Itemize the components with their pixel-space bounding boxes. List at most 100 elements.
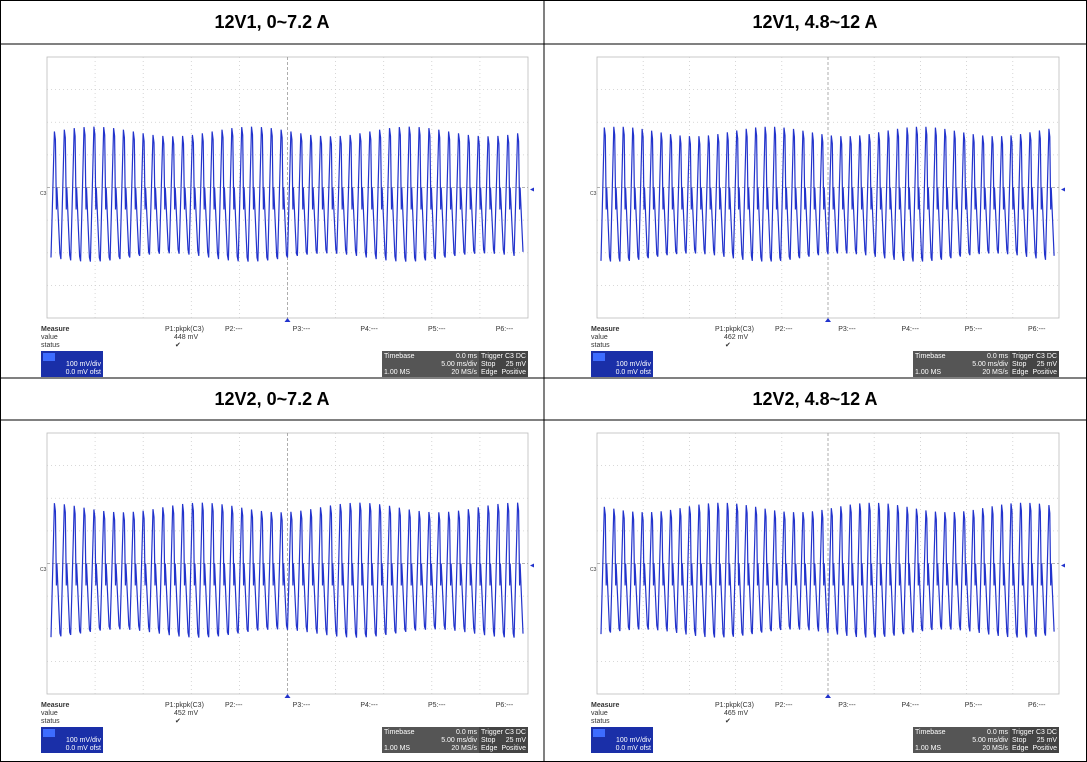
measure-label: Measure — [591, 326, 620, 333]
measure-param: P3:--- — [293, 326, 311, 333]
measure-param: P4:--- — [360, 326, 378, 333]
status-label: status — [41, 718, 60, 725]
measure-param: P1:pkpk(C3) — [715, 702, 754, 709]
measure-param: P4:--- — [902, 702, 920, 709]
trigger-level: 25 mV — [506, 737, 527, 744]
sample-rate: 20 MS/s — [982, 745, 1008, 752]
status-label: status — [591, 342, 610, 349]
status-check: ✔ — [175, 342, 181, 349]
measure-param: P2:--- — [775, 326, 793, 333]
trigger-slope: Positive — [1032, 369, 1057, 376]
measure-param: P6:--- — [496, 702, 514, 709]
trigger-mode: Stop — [1012, 361, 1027, 368]
measure-value: 462 mV — [724, 334, 748, 341]
scope-screenshot: C3MeasurevaluestatusP1:pkpk(C3)465 mV✔P2… — [590, 433, 1065, 753]
sample-rate: 20 MS/s — [451, 369, 477, 376]
channel-offset: 0.0 mV ofst — [616, 369, 651, 376]
measure-param: P2:--- — [225, 702, 243, 709]
time-marker — [825, 694, 831, 698]
trigger-channel: C3 DC — [1036, 353, 1057, 360]
channel-tab — [43, 353, 55, 361]
sample-points: 1.00 MS — [384, 745, 410, 752]
trigger-level: 25 mV — [1037, 737, 1058, 744]
trigger-mode: Stop — [481, 737, 496, 744]
trigger-type: Edge — [1012, 369, 1028, 376]
channel-offset: 0.0 mV ofst — [66, 369, 101, 376]
timebase-delay: 0.0 ms — [456, 729, 478, 736]
channel-scale: 100 mV/div — [616, 361, 652, 368]
measure-param: P1:pkpk(C3) — [165, 702, 204, 709]
timebase-label: Timebase — [915, 353, 946, 360]
status-check: ✔ — [175, 718, 181, 725]
measure-param: P1:pkpk(C3) — [715, 326, 754, 333]
cell-title: 12V2, 0~7.2 A — [215, 389, 330, 409]
status-check: ✔ — [725, 342, 731, 349]
timebase-delay: 0.0 ms — [987, 353, 1009, 360]
measure-param: P3:--- — [838, 326, 856, 333]
measure-param: P6:--- — [496, 326, 514, 333]
timebase-div: 5.00 ms/div — [972, 737, 1008, 744]
channel-scale: 100 mV/div — [66, 361, 102, 368]
trigger-slope: Positive — [501, 369, 526, 376]
timebase-div: 5.00 ms/div — [441, 361, 477, 368]
trigger-arrow — [1061, 188, 1065, 192]
channel-tab — [593, 353, 605, 361]
trigger-channel: C3 DC — [505, 353, 526, 360]
value-label: value — [591, 334, 608, 341]
value-label: value — [41, 710, 58, 717]
timebase-delay: 0.0 ms — [987, 729, 1009, 736]
channel-offset: 0.0 mV ofst — [66, 745, 101, 752]
cell-title: 12V2, 4.8~12 A — [753, 389, 878, 409]
channel-scale: 100 mV/div — [66, 737, 102, 744]
channel-marker: C3 — [590, 567, 597, 573]
channel-marker: C3 — [40, 191, 47, 197]
trigger-label: Trigger — [1012, 353, 1035, 360]
sample-rate: 20 MS/s — [451, 745, 477, 752]
page: 12V1, 0~7.2 AC3MeasurevaluestatusP1:pkpk… — [0, 0, 1087, 762]
measure-param: P6:--- — [1028, 702, 1046, 709]
trigger-slope: Positive — [1032, 745, 1057, 752]
measure-param: P3:--- — [838, 702, 856, 709]
status-check: ✔ — [725, 718, 731, 725]
trigger-arrow — [1061, 564, 1065, 568]
sample-points: 1.00 MS — [915, 369, 941, 376]
time-marker — [285, 318, 291, 322]
timebase-label: Timebase — [384, 729, 415, 736]
measure-param: P4:--- — [360, 702, 378, 709]
measure-label: Measure — [41, 702, 70, 709]
measure-param: P5:--- — [965, 702, 983, 709]
measure-param: P1:pkpk(C3) — [165, 326, 204, 333]
channel-marker: C3 — [40, 567, 47, 573]
measure-value: 448 mV — [174, 334, 198, 341]
trigger-mode: Stop — [1012, 737, 1027, 744]
trigger-arrow — [530, 564, 534, 568]
trigger-type: Edge — [1012, 745, 1028, 752]
trigger-label: Trigger — [481, 729, 504, 736]
measure-value: 465 mV — [724, 710, 748, 717]
measure-param: P2:--- — [775, 702, 793, 709]
measure-param: P6:--- — [1028, 326, 1046, 333]
trigger-arrow — [530, 188, 534, 192]
timebase-label: Timebase — [915, 729, 946, 736]
measure-value: 452 mV — [174, 710, 198, 717]
sample-points: 1.00 MS — [384, 369, 410, 376]
timebase-div: 5.00 ms/div — [441, 737, 477, 744]
sample-points: 1.00 MS — [915, 745, 941, 752]
measure-param: P5:--- — [965, 326, 983, 333]
timebase-div: 5.00 ms/div — [972, 361, 1008, 368]
sample-rate: 20 MS/s — [982, 369, 1008, 376]
trigger-level: 25 mV — [506, 361, 527, 368]
timebase-delay: 0.0 ms — [456, 353, 478, 360]
trigger-mode: Stop — [481, 361, 496, 368]
channel-tab — [593, 729, 605, 737]
cell-title: 12V1, 0~7.2 A — [215, 12, 330, 32]
trigger-channel: C3 DC — [1036, 729, 1057, 736]
time-marker — [825, 318, 831, 322]
cell-title: 12V1, 4.8~12 A — [753, 12, 878, 32]
value-label: value — [41, 334, 58, 341]
trigger-channel: C3 DC — [505, 729, 526, 736]
channel-offset: 0.0 mV ofst — [616, 745, 651, 752]
